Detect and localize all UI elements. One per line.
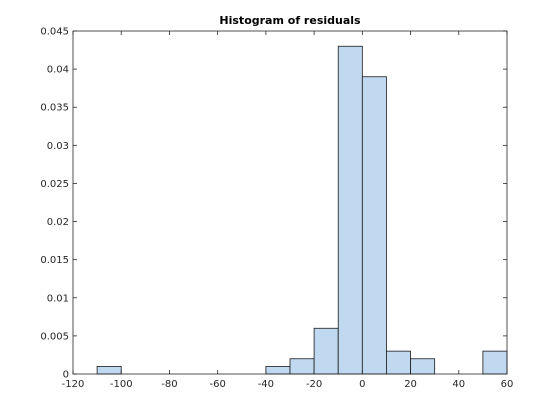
x-tick-label: -80: [161, 379, 177, 390]
x-tick-label: 60: [501, 379, 514, 390]
y-tick-label: 0.005: [40, 331, 69, 342]
x-tick-label: -60: [209, 379, 225, 390]
y-tick-label: 0.02: [47, 217, 69, 228]
histogram-bar: [361, 76, 387, 375]
histogram-bar: [96, 365, 122, 375]
y-tick-label: 0.045: [40, 27, 69, 38]
histogram-bar: [410, 358, 436, 375]
chart-title: Histogram of residuals: [219, 14, 361, 27]
y-tick-label: 0.04: [47, 65, 69, 76]
bars-group: [96, 45, 508, 375]
y-tick-label: 0: [63, 370, 69, 381]
plot-frame: [72, 30, 508, 375]
histogram-bar: [386, 350, 411, 375]
histogram-bar: [313, 327, 339, 375]
histogram-bar: [265, 365, 291, 375]
x-tick-label: 20: [404, 379, 417, 390]
y-tick-label: 0.01: [47, 293, 69, 304]
axes-group: [72, 30, 508, 375]
y-axis-ticks: 0 0.005 0.01 0.015 0.02 0.025 0.03 0.035 0.04 0.0…: [40, 27, 507, 381]
x-axis-ticks: -120 -100 -80 -60 -40 -20 0 20 40 60: [62, 31, 514, 390]
x-tick-label: -40: [258, 379, 274, 390]
y-tick-label: 0.015: [40, 255, 69, 266]
x-tick-label: 0: [359, 379, 365, 390]
x-tick-label: -100: [110, 379, 133, 390]
histogram-bar: [289, 358, 315, 375]
x-tick-label: -20: [306, 379, 322, 390]
histogram-bar: [482, 350, 508, 375]
y-tick-label: 0.03: [47, 141, 69, 152]
x-tick-label: 40: [452, 379, 465, 390]
histogram-bar: [337, 45, 363, 375]
y-tick-label: 0.025: [40, 179, 69, 190]
x-tick-label: -120: [62, 379, 85, 390]
y-tick-label: 0.035: [40, 103, 69, 114]
